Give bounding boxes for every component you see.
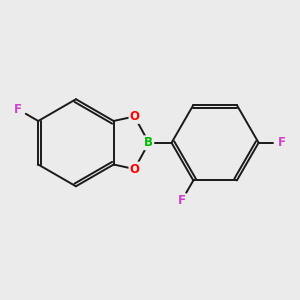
Text: B: B [144,136,153,149]
Text: O: O [130,163,140,176]
Text: F: F [178,194,186,207]
Text: O: O [130,110,140,123]
Text: F: F [278,136,286,149]
Text: F: F [14,103,22,116]
